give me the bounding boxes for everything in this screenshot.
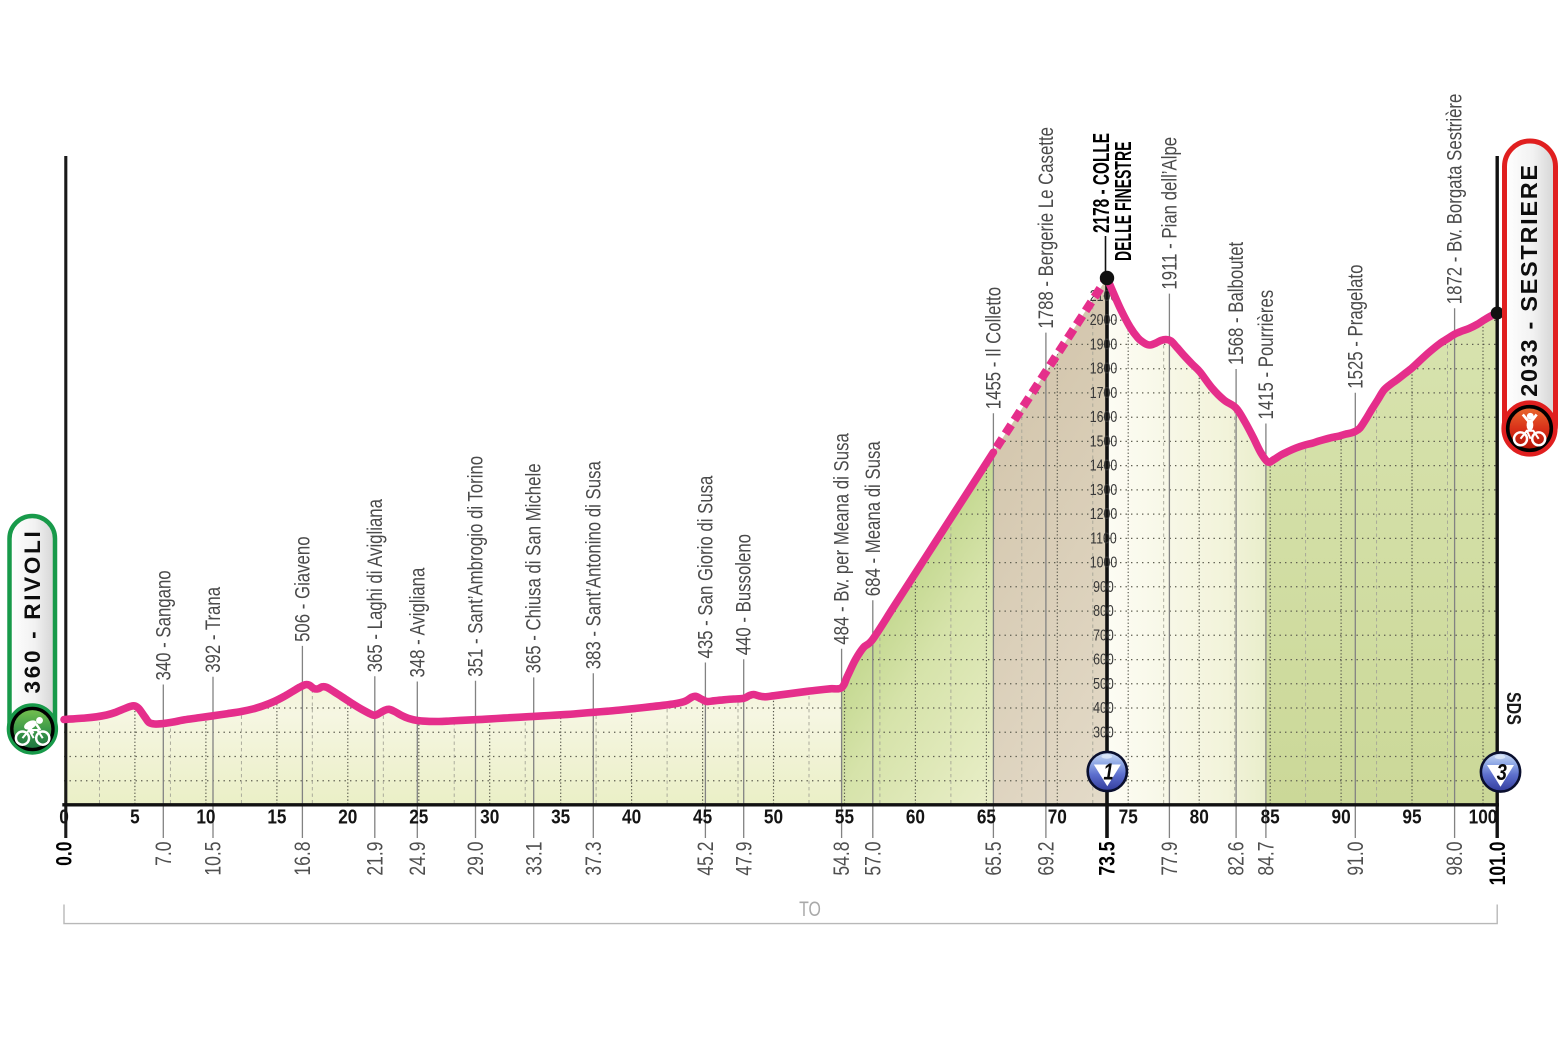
svg-text:300: 300: [1093, 723, 1114, 741]
svg-text:500: 500: [1093, 674, 1114, 692]
svg-text:21.9: 21.9: [363, 842, 388, 876]
svg-text:2033 - SESTRIERE: 2033 - SESTRIERE: [1516, 163, 1542, 397]
svg-text:25: 25: [409, 806, 428, 829]
svg-text:65: 65: [977, 806, 996, 829]
svg-text:54.8: 54.8: [830, 842, 855, 876]
svg-text:1200: 1200: [1090, 505, 1118, 523]
svg-text:33.1: 33.1: [522, 842, 547, 876]
svg-text:75: 75: [1119, 806, 1138, 829]
svg-text:1788 - Bergerie Le Casette: 1788 - Bergerie Le Casette: [1035, 127, 1058, 329]
svg-text:45: 45: [693, 806, 712, 829]
svg-text:85: 85: [1261, 806, 1280, 829]
svg-text:TO: TO: [799, 898, 821, 922]
svg-text:1415 - Pourrières: 1415 - Pourrières: [1255, 290, 1278, 420]
svg-text:1872 - Bv. Borgata Sestrière: 1872 - Bv. Borgata Sestrière: [1444, 94, 1467, 305]
svg-text:98.0: 98.0: [1443, 842, 1468, 876]
svg-text:351 - Sant’Ambrogio di Torino: 351 - Sant’Ambrogio di Torino: [465, 456, 488, 677]
svg-text:392 - Trana: 392 - Trana: [202, 587, 225, 673]
svg-text:91.0: 91.0: [1344, 842, 1369, 876]
svg-text:10.5: 10.5: [202, 842, 227, 876]
svg-text:47.9: 47.9: [732, 842, 757, 876]
svg-text:700: 700: [1093, 626, 1114, 644]
svg-text:20: 20: [338, 806, 357, 829]
svg-text:2178 - COLLE: 2178 - COLLE: [1088, 133, 1114, 233]
svg-text:7.0: 7.0: [152, 842, 177, 866]
svg-text:340 - Sangano: 340 - Sangano: [153, 570, 176, 680]
svg-text:1400: 1400: [1090, 456, 1118, 474]
svg-text:383 - Sant’Antonino di Susa: 383 - Sant’Antonino di Susa: [583, 461, 606, 669]
svg-text:1568 - Balboutet: 1568 - Balboutet: [1225, 241, 1248, 365]
svg-text:60: 60: [906, 806, 925, 829]
svg-text:1800: 1800: [1090, 359, 1118, 377]
svg-text:1455 - Il Colletto: 1455 - Il Colletto: [983, 287, 1006, 409]
svg-text:600: 600: [1093, 650, 1114, 668]
svg-text:365 - Chiusa di San Michele: 365 - Chiusa di San Michele: [523, 463, 546, 673]
svg-text:900: 900: [1093, 577, 1114, 595]
svg-text:57.0: 57.0: [861, 842, 886, 876]
svg-text:1: 1: [1103, 760, 1113, 785]
svg-text:73.5: 73.5: [1096, 842, 1121, 876]
svg-text:3: 3: [1497, 760, 1508, 785]
svg-text:440 - Bussoleno: 440 - Bussoleno: [733, 534, 756, 655]
svg-text:15: 15: [267, 806, 286, 829]
svg-text:10: 10: [196, 806, 215, 829]
svg-text:506 - Giaveno: 506 - Giaveno: [292, 536, 315, 641]
svg-text:69.2: 69.2: [1035, 842, 1060, 876]
svg-text:101.0: 101.0: [1486, 842, 1511, 886]
svg-text:1600: 1600: [1090, 408, 1118, 426]
svg-text:90: 90: [1332, 806, 1351, 829]
svg-text:2000: 2000: [1090, 311, 1118, 329]
svg-text:30: 30: [480, 806, 499, 829]
svg-text:348 - Avigliana: 348 - Avigliana: [407, 567, 430, 677]
svg-text:400: 400: [1093, 699, 1114, 717]
svg-text:37.3: 37.3: [582, 842, 607, 876]
svg-text:365 - Laghi di Avigliana: 365 - Laghi di Avigliana: [364, 499, 387, 673]
svg-text:0: 0: [59, 806, 69, 829]
svg-text:16.8: 16.8: [291, 842, 316, 876]
svg-text:35: 35: [551, 806, 570, 829]
svg-text:45.2: 45.2: [694, 842, 719, 876]
svg-text:40: 40: [622, 806, 641, 829]
svg-text:360 - RIVOLI: 360 - RIVOLI: [20, 529, 45, 694]
svg-text:55: 55: [835, 806, 854, 829]
svg-text:484 - Bv. per Meana di Susa: 484 - Bv. per Meana di Susa: [831, 433, 854, 645]
svg-text:SDS: SDS: [1503, 692, 1526, 725]
svg-text:70: 70: [1048, 806, 1067, 829]
svg-text:77.9: 77.9: [1158, 842, 1183, 876]
svg-text:5: 5: [130, 806, 140, 829]
svg-text:82.6: 82.6: [1225, 842, 1250, 876]
svg-text:1300: 1300: [1090, 481, 1118, 499]
svg-text:100: 100: [1469, 806, 1498, 829]
svg-text:24.9: 24.9: [406, 842, 431, 876]
svg-text:1100: 1100: [1090, 529, 1117, 547]
svg-text:65.5: 65.5: [982, 842, 1007, 876]
svg-text:1900: 1900: [1090, 335, 1118, 353]
svg-text:1525 - Pragelato: 1525 - Pragelato: [1345, 265, 1368, 389]
svg-text:1500: 1500: [1090, 432, 1118, 450]
svg-text:800: 800: [1093, 602, 1114, 620]
svg-text:435 - San Giorio di Susa: 435 - San Giorio di Susa: [695, 475, 718, 658]
svg-text:50: 50: [764, 806, 783, 829]
svg-text:84.7: 84.7: [1255, 842, 1280, 876]
svg-text:1911 - Pian dell’Alpe: 1911 - Pian dell’Alpe: [1159, 137, 1182, 290]
svg-text:0.0: 0.0: [53, 842, 78, 866]
svg-text:684 - Meana di Susa: 684 - Meana di Susa: [862, 441, 885, 596]
svg-text:80: 80: [1190, 806, 1209, 829]
svg-text:29.0: 29.0: [464, 842, 489, 876]
svg-text:DELLE FINESTRE: DELLE FINESTRE: [1110, 142, 1136, 262]
svg-text:1700: 1700: [1090, 384, 1118, 402]
svg-text:1000: 1000: [1090, 553, 1118, 571]
svg-text:95: 95: [1402, 806, 1421, 829]
